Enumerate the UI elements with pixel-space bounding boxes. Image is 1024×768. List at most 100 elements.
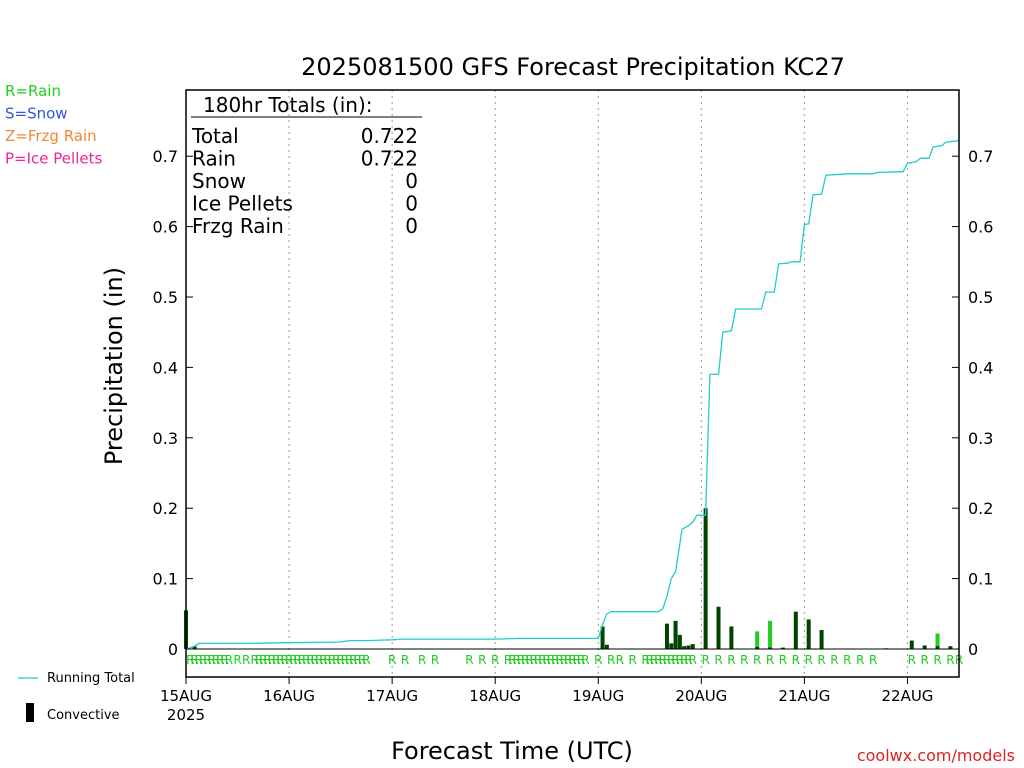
precip-type-marker: R	[324, 653, 332, 667]
precip-type-marker: R	[521, 653, 529, 667]
precip-type-marker: R	[242, 653, 250, 667]
y-tick-label-right: 0.4	[968, 358, 993, 377]
precip-type-marker: R	[186, 653, 194, 667]
precip-type-marker: R	[263, 653, 271, 667]
x-tick-label: 19AUG	[572, 687, 624, 705]
stratiform-bar	[755, 631, 760, 649]
convective-bar	[703, 508, 708, 649]
precip-type-marker: R	[190, 653, 198, 667]
x-tick-label: 20AUG	[675, 687, 727, 705]
precip-type-marker: R	[534, 653, 542, 667]
convective-bar	[682, 646, 687, 649]
precip-type-marker: R	[869, 653, 877, 667]
convective-legend-swatch	[26, 703, 34, 722]
x-axis-label: Forecast Time (UTC)	[391, 737, 633, 765]
precip-type-marker: R	[220, 653, 228, 667]
precip-type-marker: R	[311, 653, 319, 667]
precip-type-marker: R	[684, 653, 692, 667]
precip-type-marker: R	[251, 653, 259, 667]
precip-type-marker: R	[646, 653, 654, 667]
precip-type-marker: R	[504, 653, 512, 667]
precip-type-marker: R	[478, 653, 486, 667]
precip-type-marker: R	[203, 653, 211, 667]
precip-type-marker: R	[354, 653, 362, 667]
y-tick-label-left: 0.4	[153, 358, 178, 377]
convective-bar	[677, 634, 682, 649]
precip-type-marker: R	[306, 653, 314, 667]
precip-type-marker: R	[388, 653, 396, 667]
precip-type-marker: R	[933, 653, 941, 667]
convective-bar	[948, 646, 953, 649]
precip-type-marker: R	[208, 653, 216, 667]
precip-type-marker: R	[216, 653, 224, 667]
precip-type-marker: R	[564, 653, 572, 667]
precip-type-marker: R	[671, 653, 679, 667]
precip-type-marker: R	[517, 653, 525, 667]
y-tick-label-right: 0.3	[968, 429, 993, 448]
convective-bar	[768, 647, 773, 649]
precip-type-marker: R	[345, 653, 353, 667]
x-tick-label: 17AUG	[366, 687, 418, 705]
x-tick-sublabel: 2025	[167, 706, 205, 724]
precip-type-marker: R	[667, 653, 675, 667]
precip-type-marker: R	[315, 653, 323, 667]
y-tick-label-left: 0.3	[153, 429, 178, 448]
precip-type-marker: R	[641, 653, 649, 667]
precip-type-marker: R	[525, 653, 533, 667]
precip-type-marker: R	[293, 653, 301, 667]
precip-type-marker: R	[650, 653, 658, 667]
precip-type-marker: R	[195, 653, 203, 667]
precip-type-marker: R	[676, 653, 684, 667]
convective-bar	[755, 646, 760, 649]
totals-label: Snow	[192, 169, 246, 193]
convective-bar	[793, 611, 798, 649]
precip-type-marker: R	[212, 653, 220, 667]
x-tick-label: 22AUG	[881, 687, 933, 705]
precip-type-marker: R	[285, 653, 293, 667]
precip-type-marker: R	[573, 653, 581, 667]
precip-type-marker: R	[401, 653, 409, 667]
precip-type-marker: R	[779, 653, 787, 667]
y-tick-label-left: 0	[168, 640, 178, 659]
precip-type-marker: R	[654, 653, 662, 667]
precip-type-marker: R	[225, 653, 233, 667]
precip-type-marker: R	[551, 653, 559, 667]
precip-type-marker: R	[714, 653, 722, 667]
convective-bar	[729, 626, 734, 649]
precip-type-marker: R	[594, 653, 602, 667]
precip-type-marker: R	[753, 653, 761, 667]
precip-type-marker: R	[465, 653, 473, 667]
convective-bar	[909, 640, 914, 649]
y-tick-label-left: 0.1	[153, 570, 178, 589]
y-tick-label-left: 0.5	[153, 288, 178, 307]
totals-value: 0	[405, 192, 418, 216]
precip-type-marker: R	[530, 653, 538, 667]
convective-legend-label: Convective	[47, 708, 120, 723]
precip-type-marker: R	[701, 653, 709, 667]
y-axis-ticks: 0 00.1 0.10.2 0.20.3 0.30.4 0.40.5 0.50.6 0.60.…	[153, 147, 994, 659]
precip-type-marker: R	[508, 653, 516, 667]
precip-type-marker: R	[805, 653, 813, 667]
type-legend-item: R=Rain	[5, 82, 61, 100]
precip-type-marker: R	[332, 653, 340, 667]
type-legend-item: S=Snow	[5, 105, 68, 123]
convective-bar	[673, 620, 678, 649]
totals-box: 180hr Totals (in): Total 0.722 Rain 0.722 Sn…	[191, 93, 422, 238]
x-tick-label: 18AUG	[469, 687, 521, 705]
precip-type-marker: R	[663, 653, 671, 667]
precip-type-marker: R	[543, 653, 551, 667]
precip-type-marker: R	[255, 653, 263, 667]
precip-type-marker: R	[555, 653, 563, 667]
running-total-legend-label: Running Total	[47, 671, 135, 686]
precip-type-marker: R	[358, 653, 366, 667]
precip-type-marker: R	[491, 653, 499, 667]
type-legend-item: P=Ice Pellets	[5, 150, 102, 168]
precip-type-marker: R	[418, 653, 426, 667]
convective-bar	[922, 645, 927, 649]
precip-type-marker: R	[946, 653, 954, 667]
precip-type-marker: R	[659, 653, 667, 667]
convective-bar	[690, 644, 695, 649]
y-tick-label-left: 0.7	[153, 147, 178, 166]
